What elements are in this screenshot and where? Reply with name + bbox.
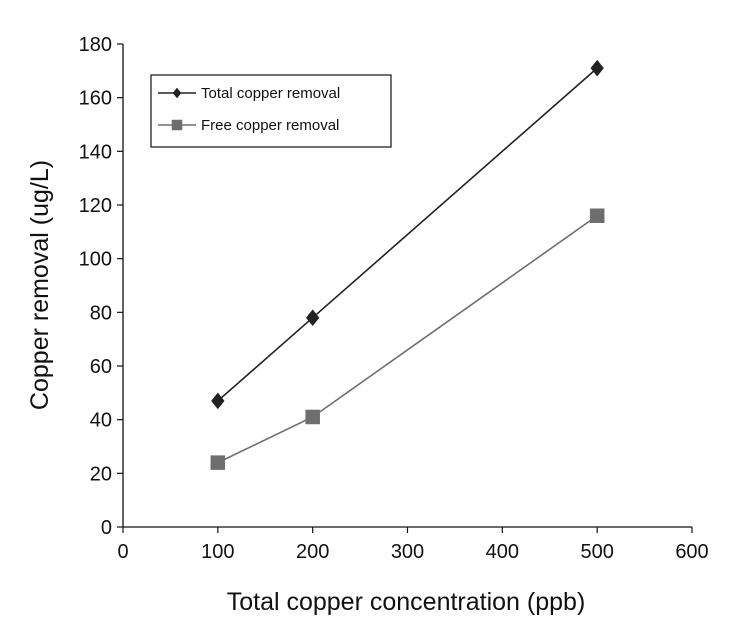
x-tick-label: 500 (580, 541, 613, 563)
x-tick-label: 200 (296, 541, 329, 563)
data-point-square (589, 208, 605, 223)
legend-entries: Total copper removal Free copper removal (158, 85, 340, 134)
y-tick-label: 0 (101, 517, 112, 539)
y-tick-label: 20 (90, 463, 112, 485)
legend-label: Total copper removal (201, 85, 340, 102)
x-tick-label: 600 (675, 541, 708, 563)
series-1 (211, 59, 604, 410)
legend: Total copper removal Free copper removal (150, 74, 392, 148)
y-tick-label: 160 (79, 88, 112, 110)
axes: 0 20 40 60 80 100 120 140 160 180 0 100 200 300 400 500… (79, 34, 709, 563)
y-tick-label: 120 (79, 195, 112, 217)
legend-marker (171, 119, 183, 131)
x-tick-label: 100 (201, 541, 234, 563)
legend-box (150, 74, 392, 148)
y-tick-label: 80 (90, 302, 112, 324)
y-tick-label: 180 (79, 34, 112, 56)
x-tick-label: 400 (486, 541, 519, 563)
y-tick-label: 60 (90, 356, 112, 378)
legend-label: Free copper removal (201, 117, 339, 134)
series-2 (210, 208, 605, 470)
x-tick-label: 0 (117, 541, 128, 563)
series-line (217, 215, 598, 464)
data-point-diamond (305, 309, 320, 327)
y-axis-title: Copper removal (ug/L) (26, 160, 54, 410)
x-axis-title: Total copper concentration (ppb) (227, 588, 586, 616)
y-tick-label: 100 (79, 249, 112, 271)
x-tick-label: 300 (391, 541, 424, 563)
y-tick-label: 140 (79, 141, 112, 163)
data-point-diamond (211, 392, 225, 410)
legend-marker (172, 87, 182, 99)
data-point-diamond (590, 59, 604, 77)
y-tick-label: 40 (90, 410, 112, 432)
series-layer (210, 59, 605, 470)
data-point-square (305, 409, 320, 425)
data-point-square (210, 455, 226, 470)
